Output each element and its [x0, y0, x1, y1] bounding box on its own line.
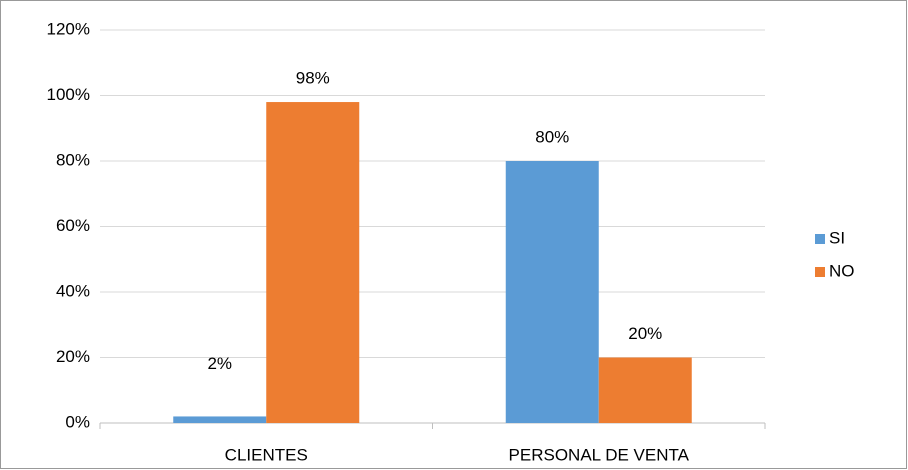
- y-tick-label: 60%: [56, 216, 90, 235]
- legend-label: NO: [829, 261, 855, 280]
- legend-label: SI: [829, 228, 845, 247]
- bar: [266, 102, 360, 424]
- bar: [505, 161, 599, 423]
- y-tick-label: 0%: [65, 412, 90, 431]
- data-label: 98%: [296, 69, 330, 88]
- legend-swatch: [815, 267, 825, 277]
- y-tick-label: 40%: [56, 281, 90, 300]
- y-tick-label: 100%: [47, 85, 90, 104]
- data-label: 80%: [535, 127, 569, 146]
- y-tick-label: 120%: [47, 19, 90, 38]
- legend-swatch: [815, 234, 825, 244]
- bar: [173, 416, 267, 423]
- bar: [598, 357, 692, 423]
- y-tick-label: 80%: [56, 150, 90, 169]
- x-tick-label: PERSONAL DE VENTA: [509, 445, 690, 464]
- data-label: 2%: [207, 354, 232, 373]
- y-tick-label: 20%: [56, 347, 90, 366]
- data-label: 20%: [628, 324, 662, 343]
- x-tick-label: CLIENTES: [225, 445, 308, 464]
